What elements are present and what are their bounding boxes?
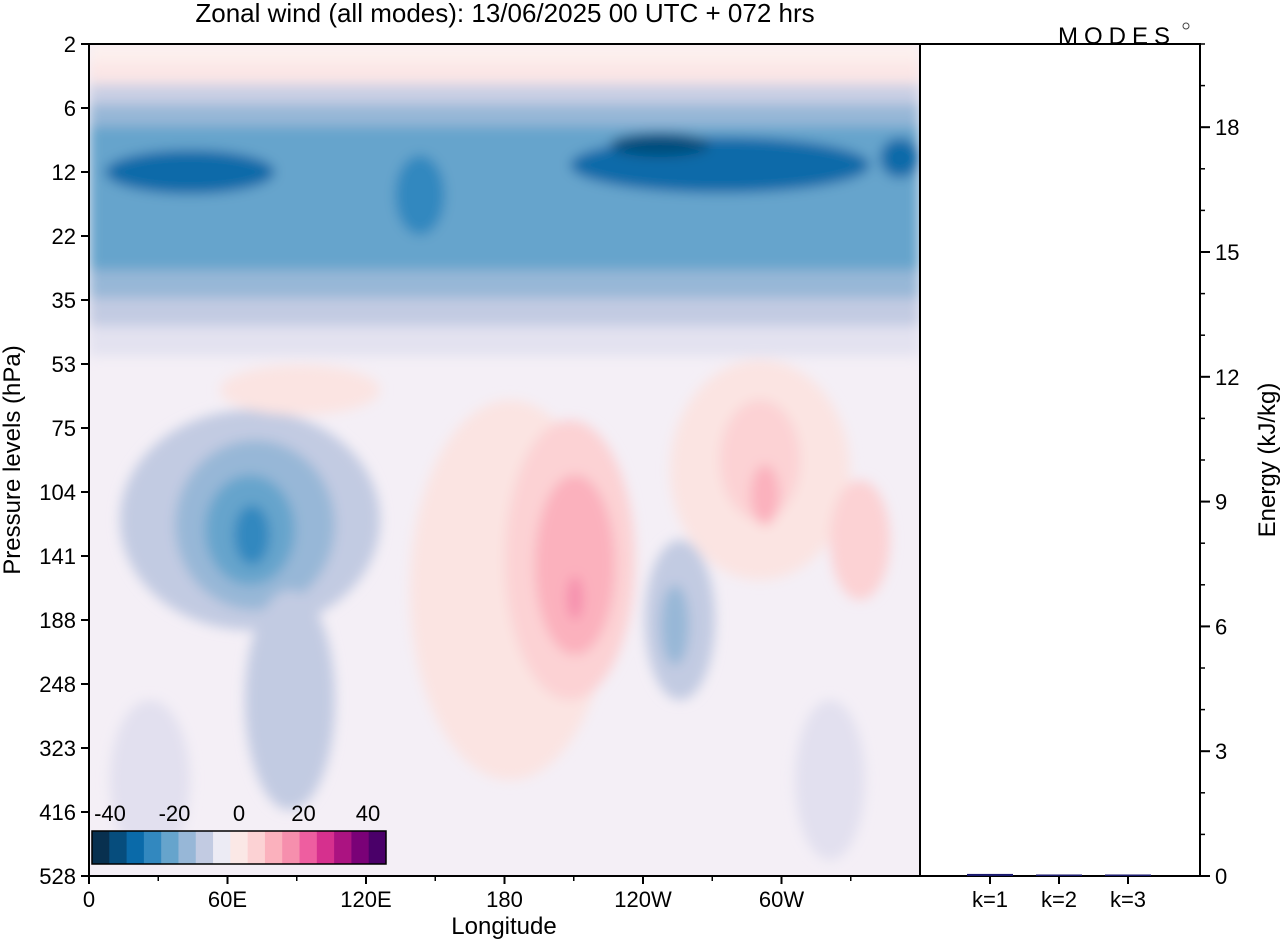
colorbar-swatch: [92, 831, 110, 864]
x-axis: 0 60E 120E 180 120W 60W: [83, 876, 852, 912]
colorbar-swatch: [143, 831, 162, 864]
y-tick-label: 104: [39, 480, 76, 505]
x-tick-label: 60E: [208, 887, 247, 912]
x-axis-label: Longitude: [451, 913, 556, 940]
colorbar-swatch: [195, 831, 214, 864]
energy-tick-label: 0: [1215, 864, 1227, 889]
y-axis: 2 6 12 22 35 53 75 104 141 188 248 323 416 528: [39, 32, 89, 889]
colorbar-tick-label: 20: [291, 801, 315, 826]
energy-category-label: k=2: [1041, 887, 1077, 912]
energy-bar-chart: 0 3 6 9 12 15 18 k=1 k=2 k=3: [967, 43, 1239, 912]
y-tick-label: 12: [52, 160, 76, 185]
x-tick-label: 60W: [759, 887, 804, 912]
colorbar-swatch: [126, 831, 145, 864]
y-tick-label: 75: [52, 416, 76, 441]
energy-bar: [1105, 874, 1151, 876]
colorbar-swatch: [161, 831, 179, 864]
chart-title: Zonal wind (all modes): 13/06/2025 00 UT…: [195, 0, 814, 28]
x-tick-label: 0: [83, 887, 95, 912]
y-tick-label: 22: [52, 224, 76, 249]
colorbar-tick-label: 40: [356, 801, 380, 826]
y-tick-label: 35: [52, 288, 76, 313]
y-axis-label: Pressure levels (hPa): [0, 345, 26, 574]
energy-bar: [967, 873, 1013, 876]
energy-tick-label: 6: [1215, 614, 1227, 639]
energy-category-label: k=3: [1110, 887, 1146, 912]
logo-registered-icon: [1182, 22, 1190, 30]
y-tick-label: 2: [64, 32, 76, 57]
colorbar-swatch: [264, 831, 283, 864]
energy-tick-label: 12: [1215, 365, 1239, 390]
energy-tick-label: 18: [1215, 115, 1239, 140]
y-tick-label: 323: [39, 736, 76, 761]
energy-tick-label: 3: [1215, 739, 1227, 764]
colorbar-swatch: [316, 831, 335, 864]
x-tick-label: 120W: [614, 887, 672, 912]
energy-category-label: k=1: [972, 887, 1008, 912]
colorbar-swatch: [178, 831, 197, 864]
colorbar-frame: [91, 830, 387, 865]
colorbar-swatch: [351, 831, 370, 864]
colorbar-swatch: [109, 831, 128, 864]
energy-tick-label: 15: [1215, 240, 1239, 265]
colorbar-swatch: [247, 831, 266, 864]
y-tick-label: 141: [39, 544, 76, 569]
y-tick-label: 248: [39, 672, 76, 697]
energy-panel-frame: [919, 43, 1201, 877]
colorbar-tick-label: -20: [159, 801, 191, 826]
energy-axis-label: Energy (kJ/kg): [1254, 383, 1280, 538]
heatmap-field: [89, 44, 920, 876]
y-tick-label: 6: [64, 96, 76, 121]
colorbar-tick-label: 0: [233, 801, 245, 826]
colorbar-swatch: [213, 831, 231, 864]
colorbar-swatch: [368, 831, 387, 864]
colorbar-swatch: [299, 831, 318, 864]
y-tick-label: 188: [39, 608, 76, 633]
colorbar: -40 -20 0 20 40: [91, 801, 387, 865]
colorbar-swatch: [334, 831, 352, 864]
y-tick-label: 53: [52, 352, 76, 377]
energy-tick-label: 9: [1215, 490, 1227, 515]
colorbar-tick-label: -40: [94, 801, 126, 826]
y-tick-label: 528: [39, 864, 76, 889]
colorbar-swatch: [282, 831, 301, 864]
x-tick-label: 120E: [340, 887, 391, 912]
energy-bar: [1036, 874, 1082, 876]
x-tick-label: 180: [486, 887, 523, 912]
y-tick-label: 416: [39, 800, 76, 825]
colorbar-swatch: [230, 831, 249, 864]
